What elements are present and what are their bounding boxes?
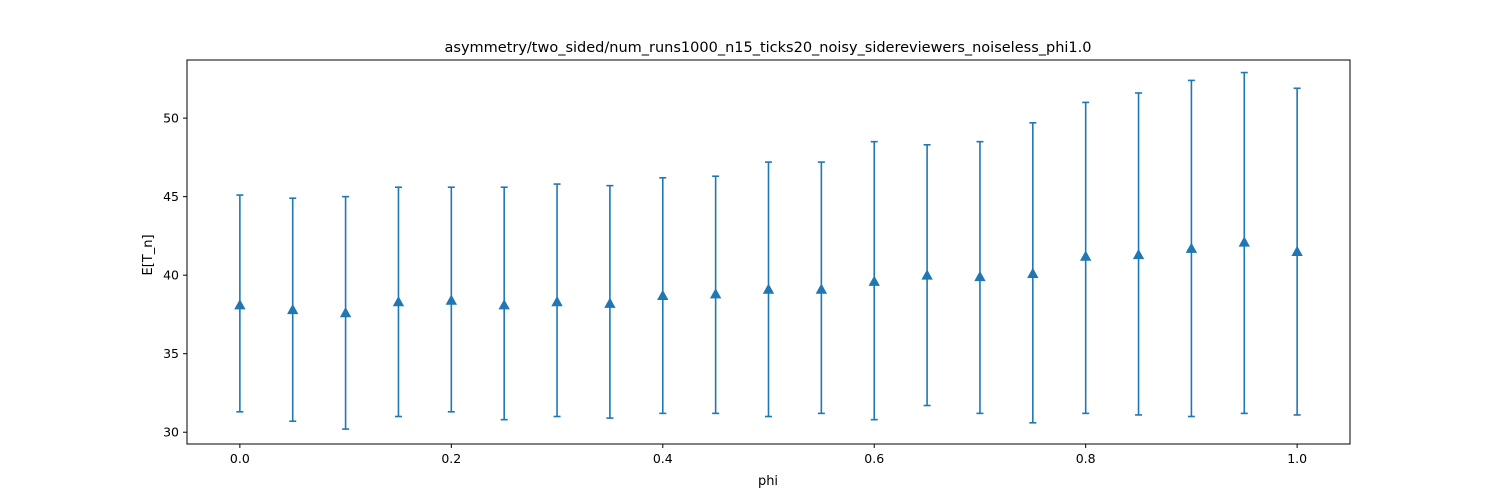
- data-point-marker: [1185, 242, 1198, 253]
- data-point-marker: [1080, 250, 1092, 261]
- axes: 0.0 0.2 0.4 0.6 0.8 1.0 30 35 40 45 50: [163, 59, 1351, 466]
- data-point-marker: [1027, 267, 1039, 278]
- x-tick-label: 0.2: [441, 451, 461, 466]
- y-tick-label: 30: [163, 425, 179, 440]
- y-tick-label: 40: [163, 268, 179, 283]
- data-point-marker: [234, 299, 246, 310]
- data-point-marker: [762, 283, 775, 294]
- y-tick-label: 35: [163, 346, 179, 361]
- chart-title: asymmetry/two_sided/num_runs1000_n15_tic…: [445, 40, 1092, 56]
- data-point-marker: [921, 269, 933, 280]
- x-tick-label: 0.0: [230, 451, 250, 466]
- data-point-marker: [392, 296, 405, 307]
- data-point-marker: [445, 294, 457, 305]
- data-point-marker: [868, 275, 880, 286]
- data-point-marker: [287, 303, 299, 315]
- x-tick-label: 0.4: [653, 451, 673, 466]
- data-point-marker: [1238, 236, 1250, 247]
- x-tick-label: 0.8: [1076, 451, 1096, 466]
- data-point-marker: [709, 288, 722, 299]
- data-point-marker: [551, 296, 563, 307]
- data-point-marker: [498, 299, 510, 310]
- axes-frame: [186, 59, 1351, 445]
- data-point-marker: [339, 307, 352, 318]
- data-point-marker: [815, 283, 828, 294]
- x-tick-label: 0.6: [864, 451, 884, 466]
- x-tick-label: 1.0: [1287, 451, 1307, 466]
- y-axis-label: E[T_n]: [141, 234, 156, 275]
- data-point-marker: [1132, 248, 1145, 260]
- data-point-marker: [974, 270, 986, 282]
- data-point-marker: [657, 289, 669, 300]
- y-tick-label: 50: [163, 111, 179, 126]
- plot-area: [234, 71, 1303, 430]
- data-point-marker: [604, 297, 616, 308]
- y-tick-label: 45: [163, 189, 179, 204]
- x-axis-label: phi: [758, 474, 778, 489]
- data-point-marker: [1291, 245, 1303, 257]
